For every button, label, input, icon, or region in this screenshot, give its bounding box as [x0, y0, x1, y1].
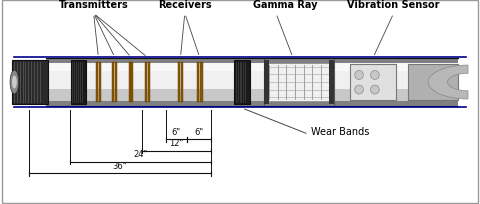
- Bar: [96, 63, 98, 103]
- Text: Transmitters: Transmitters: [59, 0, 129, 10]
- Bar: [46, 64, 458, 72]
- Text: 6": 6": [194, 127, 204, 136]
- Bar: [115, 63, 117, 103]
- Bar: [71, 61, 86, 104]
- Text: Vibration Sensor: Vibration Sensor: [348, 0, 440, 10]
- Bar: [329, 61, 334, 104]
- Ellipse shape: [371, 71, 379, 80]
- Text: Receivers: Receivers: [158, 0, 212, 10]
- Ellipse shape: [371, 86, 379, 95]
- Bar: [145, 63, 147, 103]
- Text: Wear Bands: Wear Bands: [311, 126, 370, 136]
- Text: 12": 12": [169, 138, 183, 147]
- Bar: [12, 61, 48, 104]
- Bar: [46, 64, 458, 90]
- Text: 24": 24": [133, 150, 147, 159]
- Bar: [178, 63, 180, 103]
- Bar: [408, 65, 458, 100]
- Bar: [148, 63, 150, 103]
- Ellipse shape: [10, 71, 19, 94]
- Bar: [99, 63, 101, 103]
- Text: 6": 6": [172, 127, 181, 136]
- Bar: [350, 64, 396, 101]
- Ellipse shape: [12, 76, 17, 89]
- Wedge shape: [428, 66, 468, 100]
- Ellipse shape: [355, 86, 363, 95]
- Bar: [181, 63, 183, 103]
- Bar: [129, 63, 131, 103]
- Bar: [234, 61, 250, 104]
- Bar: [264, 61, 269, 104]
- Ellipse shape: [355, 71, 363, 80]
- Bar: [132, 63, 133, 103]
- Bar: [46, 59, 458, 106]
- Bar: [46, 63, 458, 102]
- Bar: [197, 63, 199, 103]
- Bar: [200, 63, 203, 103]
- Text: Gamma Ray: Gamma Ray: [253, 0, 318, 10]
- Bar: [267, 63, 332, 102]
- Text: 36": 36": [113, 161, 127, 170]
- Bar: [264, 59, 334, 106]
- Bar: [112, 63, 115, 103]
